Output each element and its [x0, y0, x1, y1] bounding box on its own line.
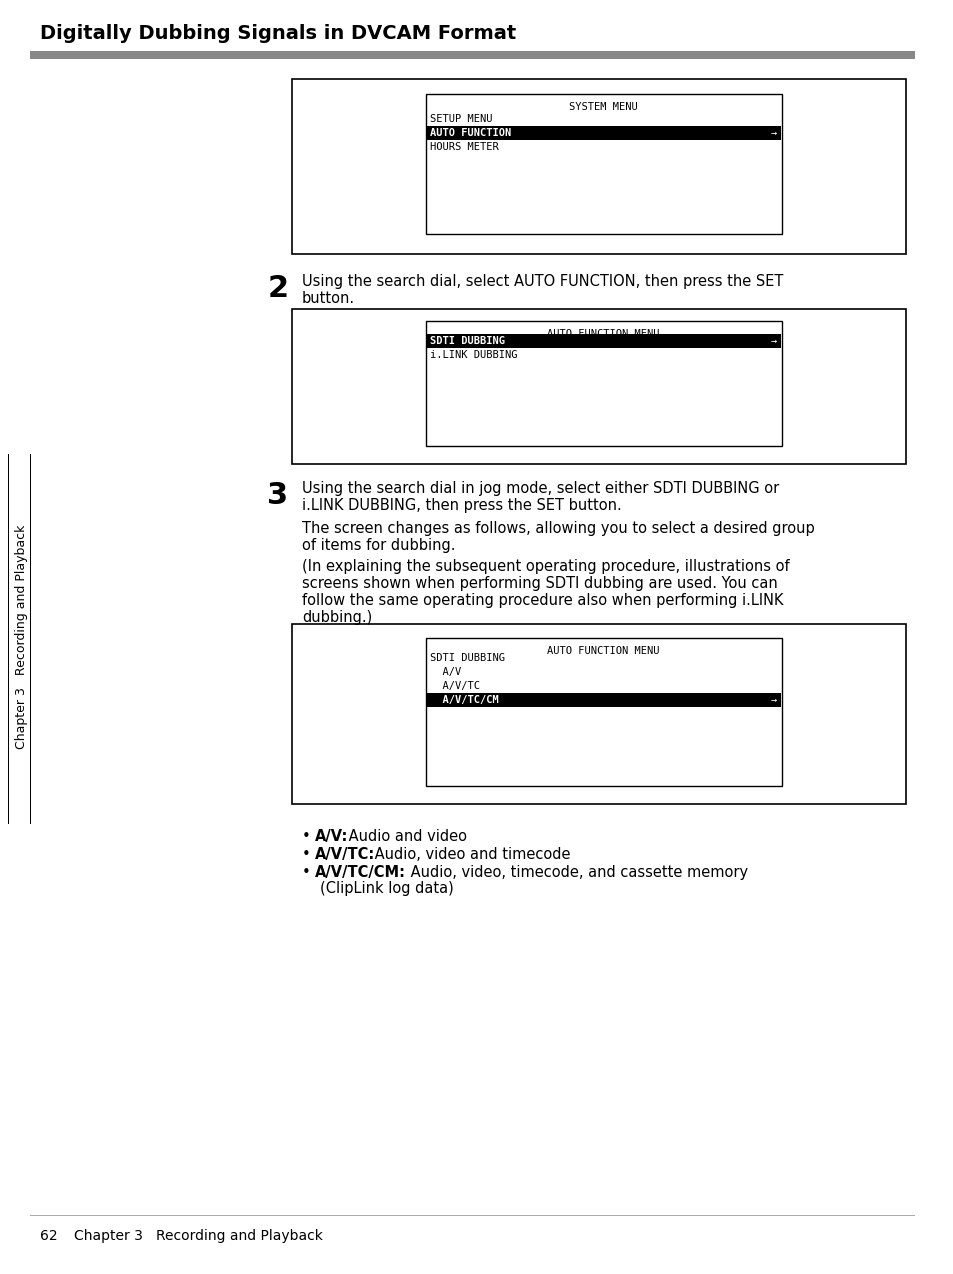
- Text: of items for dubbing.: of items for dubbing.: [301, 538, 455, 553]
- Text: Using the search dial in jog mode, select either SDTI DUBBING or: Using the search dial in jog mode, selec…: [301, 482, 779, 496]
- Text: Digitally Dubbing Signals in DVCAM Format: Digitally Dubbing Signals in DVCAM Forma…: [39, 24, 516, 43]
- Text: 62: 62: [39, 1229, 57, 1243]
- Bar: [426, 693, 781, 707]
- Text: A/V: A/V: [429, 668, 460, 676]
- Text: A/V/TC: A/V/TC: [429, 682, 479, 691]
- Text: (ClipLink log data): (ClipLink log data): [319, 882, 453, 896]
- Text: 3: 3: [267, 482, 288, 510]
- Text: dubbing.): dubbing.): [301, 610, 372, 626]
- Bar: [425, 638, 781, 786]
- Bar: [425, 94, 781, 234]
- Text: SDTI DUBBING: SDTI DUBBING: [429, 336, 504, 347]
- Bar: [8, 454, 9, 824]
- Text: SETUP MENU: SETUP MENU: [429, 113, 492, 124]
- Bar: [292, 79, 904, 254]
- Text: AUTO FUNCTION: AUTO FUNCTION: [429, 127, 510, 138]
- Text: AUTO FUNCTION MENU: AUTO FUNCTION MENU: [547, 646, 659, 656]
- Bar: [426, 334, 781, 348]
- Text: Using the search dial, select AUTO FUNCTION, then press the SET: Using the search dial, select AUTO FUNCT…: [301, 274, 782, 289]
- Bar: [426, 126, 781, 140]
- Text: Audio, video, timecode, and cassette memory: Audio, video, timecode, and cassette mem…: [405, 865, 747, 880]
- Text: AUTO FUNCTION MENU: AUTO FUNCTION MENU: [547, 329, 659, 339]
- Bar: [292, 624, 904, 804]
- Bar: [30, 51, 914, 59]
- Text: A/V/TC/CM:: A/V/TC/CM:: [314, 865, 405, 880]
- Text: •: •: [301, 829, 314, 843]
- Text: i.LINK DUBBING, then press the SET button.: i.LINK DUBBING, then press the SET butto…: [301, 498, 621, 513]
- Text: →: →: [770, 127, 776, 138]
- Text: SYSTEM MENU: SYSTEM MENU: [569, 102, 638, 112]
- Text: (In explaining the subsequent operating procedure, illustrations of: (In explaining the subsequent operating …: [301, 559, 789, 575]
- Text: →: →: [770, 696, 776, 705]
- Text: A/V:: A/V:: [314, 829, 348, 843]
- Text: •: •: [301, 865, 314, 880]
- Text: The screen changes as follows, allowing you to select a desired group: The screen changes as follows, allowing …: [301, 521, 814, 536]
- Text: i.LINK DUBBING: i.LINK DUBBING: [429, 350, 517, 361]
- Text: 2: 2: [267, 274, 288, 303]
- Text: button.: button.: [301, 290, 355, 306]
- Bar: [292, 310, 904, 464]
- Text: Chapter 3   Recording and Playback: Chapter 3 Recording and Playback: [74, 1229, 323, 1243]
- Text: screens shown when performing SDTI dubbing are used. You can: screens shown when performing SDTI dubbi…: [301, 576, 777, 591]
- Text: follow the same operating procedure also when performing i.LINK: follow the same operating procedure also…: [301, 592, 782, 608]
- Text: HOURS METER: HOURS METER: [429, 141, 497, 152]
- Text: SDTI DUBBING: SDTI DUBBING: [429, 654, 504, 662]
- Text: →: →: [770, 336, 776, 347]
- Bar: [425, 321, 781, 446]
- Text: Audio and video: Audio and video: [344, 829, 467, 843]
- Text: A/V/TC:: A/V/TC:: [314, 847, 375, 862]
- Text: Audio, video and timecode: Audio, video and timecode: [370, 847, 570, 862]
- Text: A/V/TC/CM: A/V/TC/CM: [429, 696, 497, 705]
- Text: Chapter 3   Recording and Playback: Chapter 3 Recording and Playback: [15, 525, 29, 749]
- Text: •: •: [301, 847, 314, 862]
